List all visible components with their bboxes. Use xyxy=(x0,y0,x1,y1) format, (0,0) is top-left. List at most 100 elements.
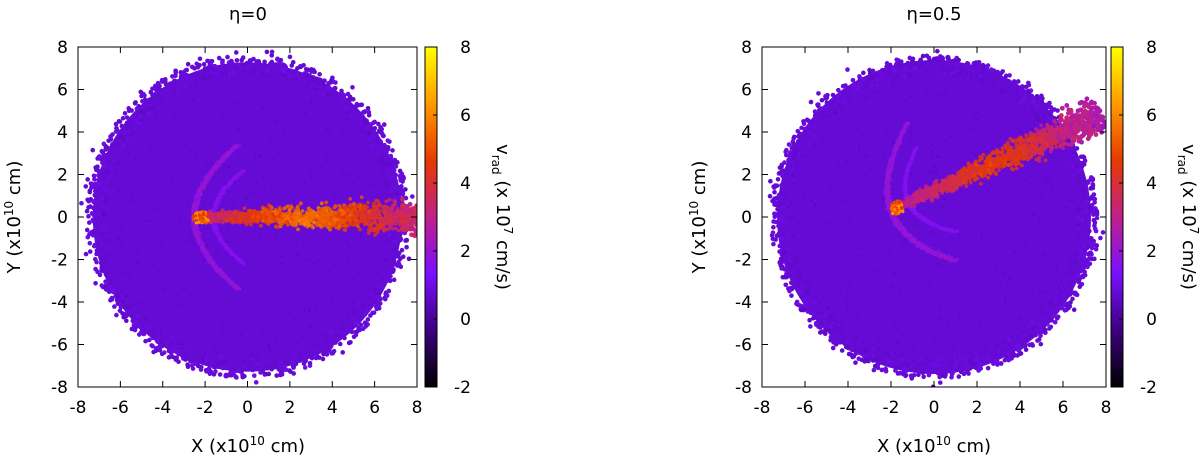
particle xyxy=(97,177,102,183)
particle xyxy=(209,84,213,88)
particle xyxy=(374,139,379,145)
particle xyxy=(160,308,163,311)
particle xyxy=(344,239,348,242)
particle xyxy=(336,328,342,334)
particle xyxy=(114,168,118,172)
particle xyxy=(101,141,107,147)
particle xyxy=(230,232,233,236)
particle xyxy=(187,205,191,209)
particle xyxy=(274,355,280,360)
particle xyxy=(266,294,269,297)
particle xyxy=(295,206,299,211)
particle xyxy=(333,178,336,181)
particle xyxy=(386,260,392,266)
particle xyxy=(353,248,356,252)
particle xyxy=(334,309,338,312)
particle xyxy=(318,144,322,147)
particle xyxy=(217,163,222,167)
particle xyxy=(194,195,198,199)
particle xyxy=(291,214,296,219)
particle xyxy=(382,226,387,231)
particle xyxy=(371,310,377,315)
particle xyxy=(154,274,157,278)
particle xyxy=(159,332,162,335)
particle xyxy=(317,250,320,254)
particle xyxy=(288,175,292,179)
particle xyxy=(241,337,245,341)
particle xyxy=(180,134,184,138)
particle xyxy=(251,144,254,148)
particle xyxy=(234,58,240,63)
particle xyxy=(387,197,392,202)
particle xyxy=(313,254,316,257)
particle xyxy=(313,216,318,221)
particle xyxy=(253,380,259,385)
particle xyxy=(185,362,190,367)
particle xyxy=(260,329,264,332)
particle xyxy=(376,252,380,256)
particle xyxy=(180,326,184,329)
particle xyxy=(271,354,274,358)
particle xyxy=(328,175,331,178)
particle xyxy=(364,321,369,327)
particle xyxy=(83,184,89,189)
particle xyxy=(400,191,406,196)
particle xyxy=(113,174,116,177)
particle xyxy=(278,57,284,63)
particle xyxy=(332,295,336,299)
particle xyxy=(377,279,381,283)
particle xyxy=(237,79,241,82)
particle xyxy=(260,227,263,231)
particle xyxy=(172,78,177,84)
particle xyxy=(261,93,265,96)
particle xyxy=(149,121,153,125)
particle xyxy=(189,255,193,258)
particle xyxy=(172,288,175,291)
particle xyxy=(232,212,237,217)
particle xyxy=(341,131,345,135)
particle xyxy=(167,164,171,167)
particle xyxy=(183,330,187,334)
particle xyxy=(349,279,353,282)
particle xyxy=(233,285,238,289)
particle xyxy=(396,250,402,256)
particle xyxy=(249,217,254,222)
particle xyxy=(138,288,142,291)
particle xyxy=(255,361,260,367)
particle xyxy=(151,279,154,282)
particle xyxy=(361,143,365,146)
particle xyxy=(148,323,151,327)
particle xyxy=(129,108,134,113)
particle xyxy=(314,304,318,308)
particle xyxy=(181,287,185,291)
particle xyxy=(292,98,295,101)
particle xyxy=(365,105,371,111)
particle xyxy=(266,244,269,247)
particle xyxy=(324,200,329,205)
particle xyxy=(216,120,220,124)
particle xyxy=(377,129,383,135)
particle xyxy=(117,228,120,232)
particle xyxy=(257,89,261,93)
particle xyxy=(275,339,278,343)
particle xyxy=(293,263,297,266)
particle xyxy=(173,68,178,74)
particle xyxy=(90,147,96,153)
particle xyxy=(193,317,196,320)
particle xyxy=(291,354,296,360)
particle xyxy=(173,197,177,201)
particle xyxy=(362,170,366,173)
particle xyxy=(234,234,237,237)
particle xyxy=(160,244,163,248)
particle xyxy=(276,366,282,372)
particle xyxy=(88,204,93,209)
particle xyxy=(238,359,244,365)
particle xyxy=(184,143,187,146)
particle xyxy=(365,161,368,165)
particle xyxy=(143,230,146,234)
particle xyxy=(217,261,220,265)
particle xyxy=(332,205,337,210)
particle xyxy=(276,214,281,218)
particle xyxy=(342,108,348,114)
particle xyxy=(206,163,209,166)
